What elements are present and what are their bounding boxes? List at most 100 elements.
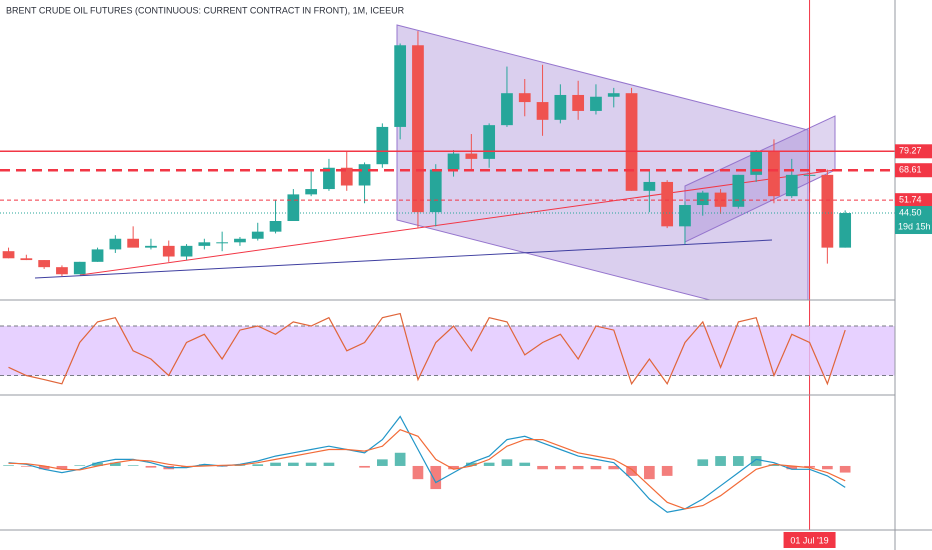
histogram-bar [786,465,798,470]
histogram-bar [483,462,495,466]
histogram-bar [3,465,14,466]
time-marker-label: 01 Jul '19 [790,535,828,545]
histogram-bar [519,462,531,466]
histogram-bar [626,465,637,476]
candle-body [323,167,335,190]
histogram-bar [430,465,442,490]
candle-body [73,261,86,275]
histogram-bar [74,465,86,466]
price-label: 44.50 [899,207,922,217]
chart-title: BRENT CRUDE OIL FUTURES (CONTINUOUS: CUR… [6,5,405,15]
axes: 79.27 68.61 51.74 44.50 19d 15h 01 Jul '19 [783,144,932,548]
candle-body [572,94,585,111]
candle-body [429,169,442,213]
histogram-bar [56,465,68,470]
drawings [34,24,836,301]
candle-body [340,167,353,186]
price-label: 79.27 [899,146,922,156]
histogram-bar [288,462,299,466]
candle-body [518,93,531,103]
histogram-bar [822,465,833,470]
candle-body [376,126,389,165]
candle-body [127,238,140,248]
candle-body [162,245,175,257]
histogram-bar [92,462,103,466]
candle-body [2,251,15,259]
candle-body [180,245,193,257]
candle-body [536,102,549,120]
histogram-bar [697,459,709,466]
histogram-bar [644,465,655,480]
histogram-bar [305,462,317,466]
price-label-box [895,144,932,159]
histogram-bar [537,465,548,470]
candle-body [91,249,104,262]
histogram-bar [590,465,602,470]
candle-body [839,213,852,248]
histogram-bar [127,465,139,466]
histogram-bar [715,456,726,466]
candle-body [643,181,656,191]
candle-body [607,93,620,97]
band-fill [0,325,895,376]
histogram-bar [466,462,477,466]
price-label-box [895,163,932,178]
support-line [34,239,773,279]
histogram-bar [750,456,762,466]
countdown-label: 19d 15h [898,221,931,231]
candle-body [269,221,282,232]
histogram-bar [199,464,210,466]
trend-line [79,169,836,276]
histogram-bar [412,465,424,480]
histogram-bar [323,462,335,466]
histogram-bar [733,456,744,466]
countdown-box [895,220,932,235]
candle-body [56,267,68,275]
candle-body [38,260,51,268]
time-marker-box [783,532,836,548]
series-line [8,312,846,386]
candle-body [679,205,691,227]
histogram-bar [270,462,281,466]
series-line [8,415,846,513]
price-label: 68.61 [899,165,922,175]
candle-body [145,245,157,248]
candle-body [251,231,264,239]
candle-body [732,174,745,207]
candle-body [554,94,567,120]
candle-body [234,238,246,243]
candle-body [216,242,229,244]
histogram-bar [252,464,264,466]
candle-body [287,194,300,222]
histogram-bar [839,465,851,473]
candle-body [394,45,407,127]
histogram-bar [145,465,157,468]
candle-body [465,153,478,159]
candle-body [305,189,318,195]
candle-body [785,174,798,197]
candle-body [483,125,496,159]
histogram-bar [661,465,673,476]
histogram-bar [359,465,370,468]
histogram-bar [768,464,780,466]
histogram-bar [555,465,566,470]
histogram-bar [110,462,121,466]
histogram-bar [804,465,815,468]
candle-body [821,174,834,248]
candle-body [768,151,780,197]
candle-body [714,192,727,207]
candle-body [750,151,763,175]
histogram-bar [38,465,50,470]
histogram-bar [234,465,246,466]
candle-body [358,164,371,186]
histogram-bar [21,465,32,467]
candle-body [447,153,460,170]
histogram-bar [572,465,584,470]
price-label-box [895,193,932,208]
candle-body [20,258,33,261]
price-label: 51.74 [899,195,922,205]
candle-body [501,93,513,126]
candle-body [198,242,211,246]
candle-body [661,181,674,227]
